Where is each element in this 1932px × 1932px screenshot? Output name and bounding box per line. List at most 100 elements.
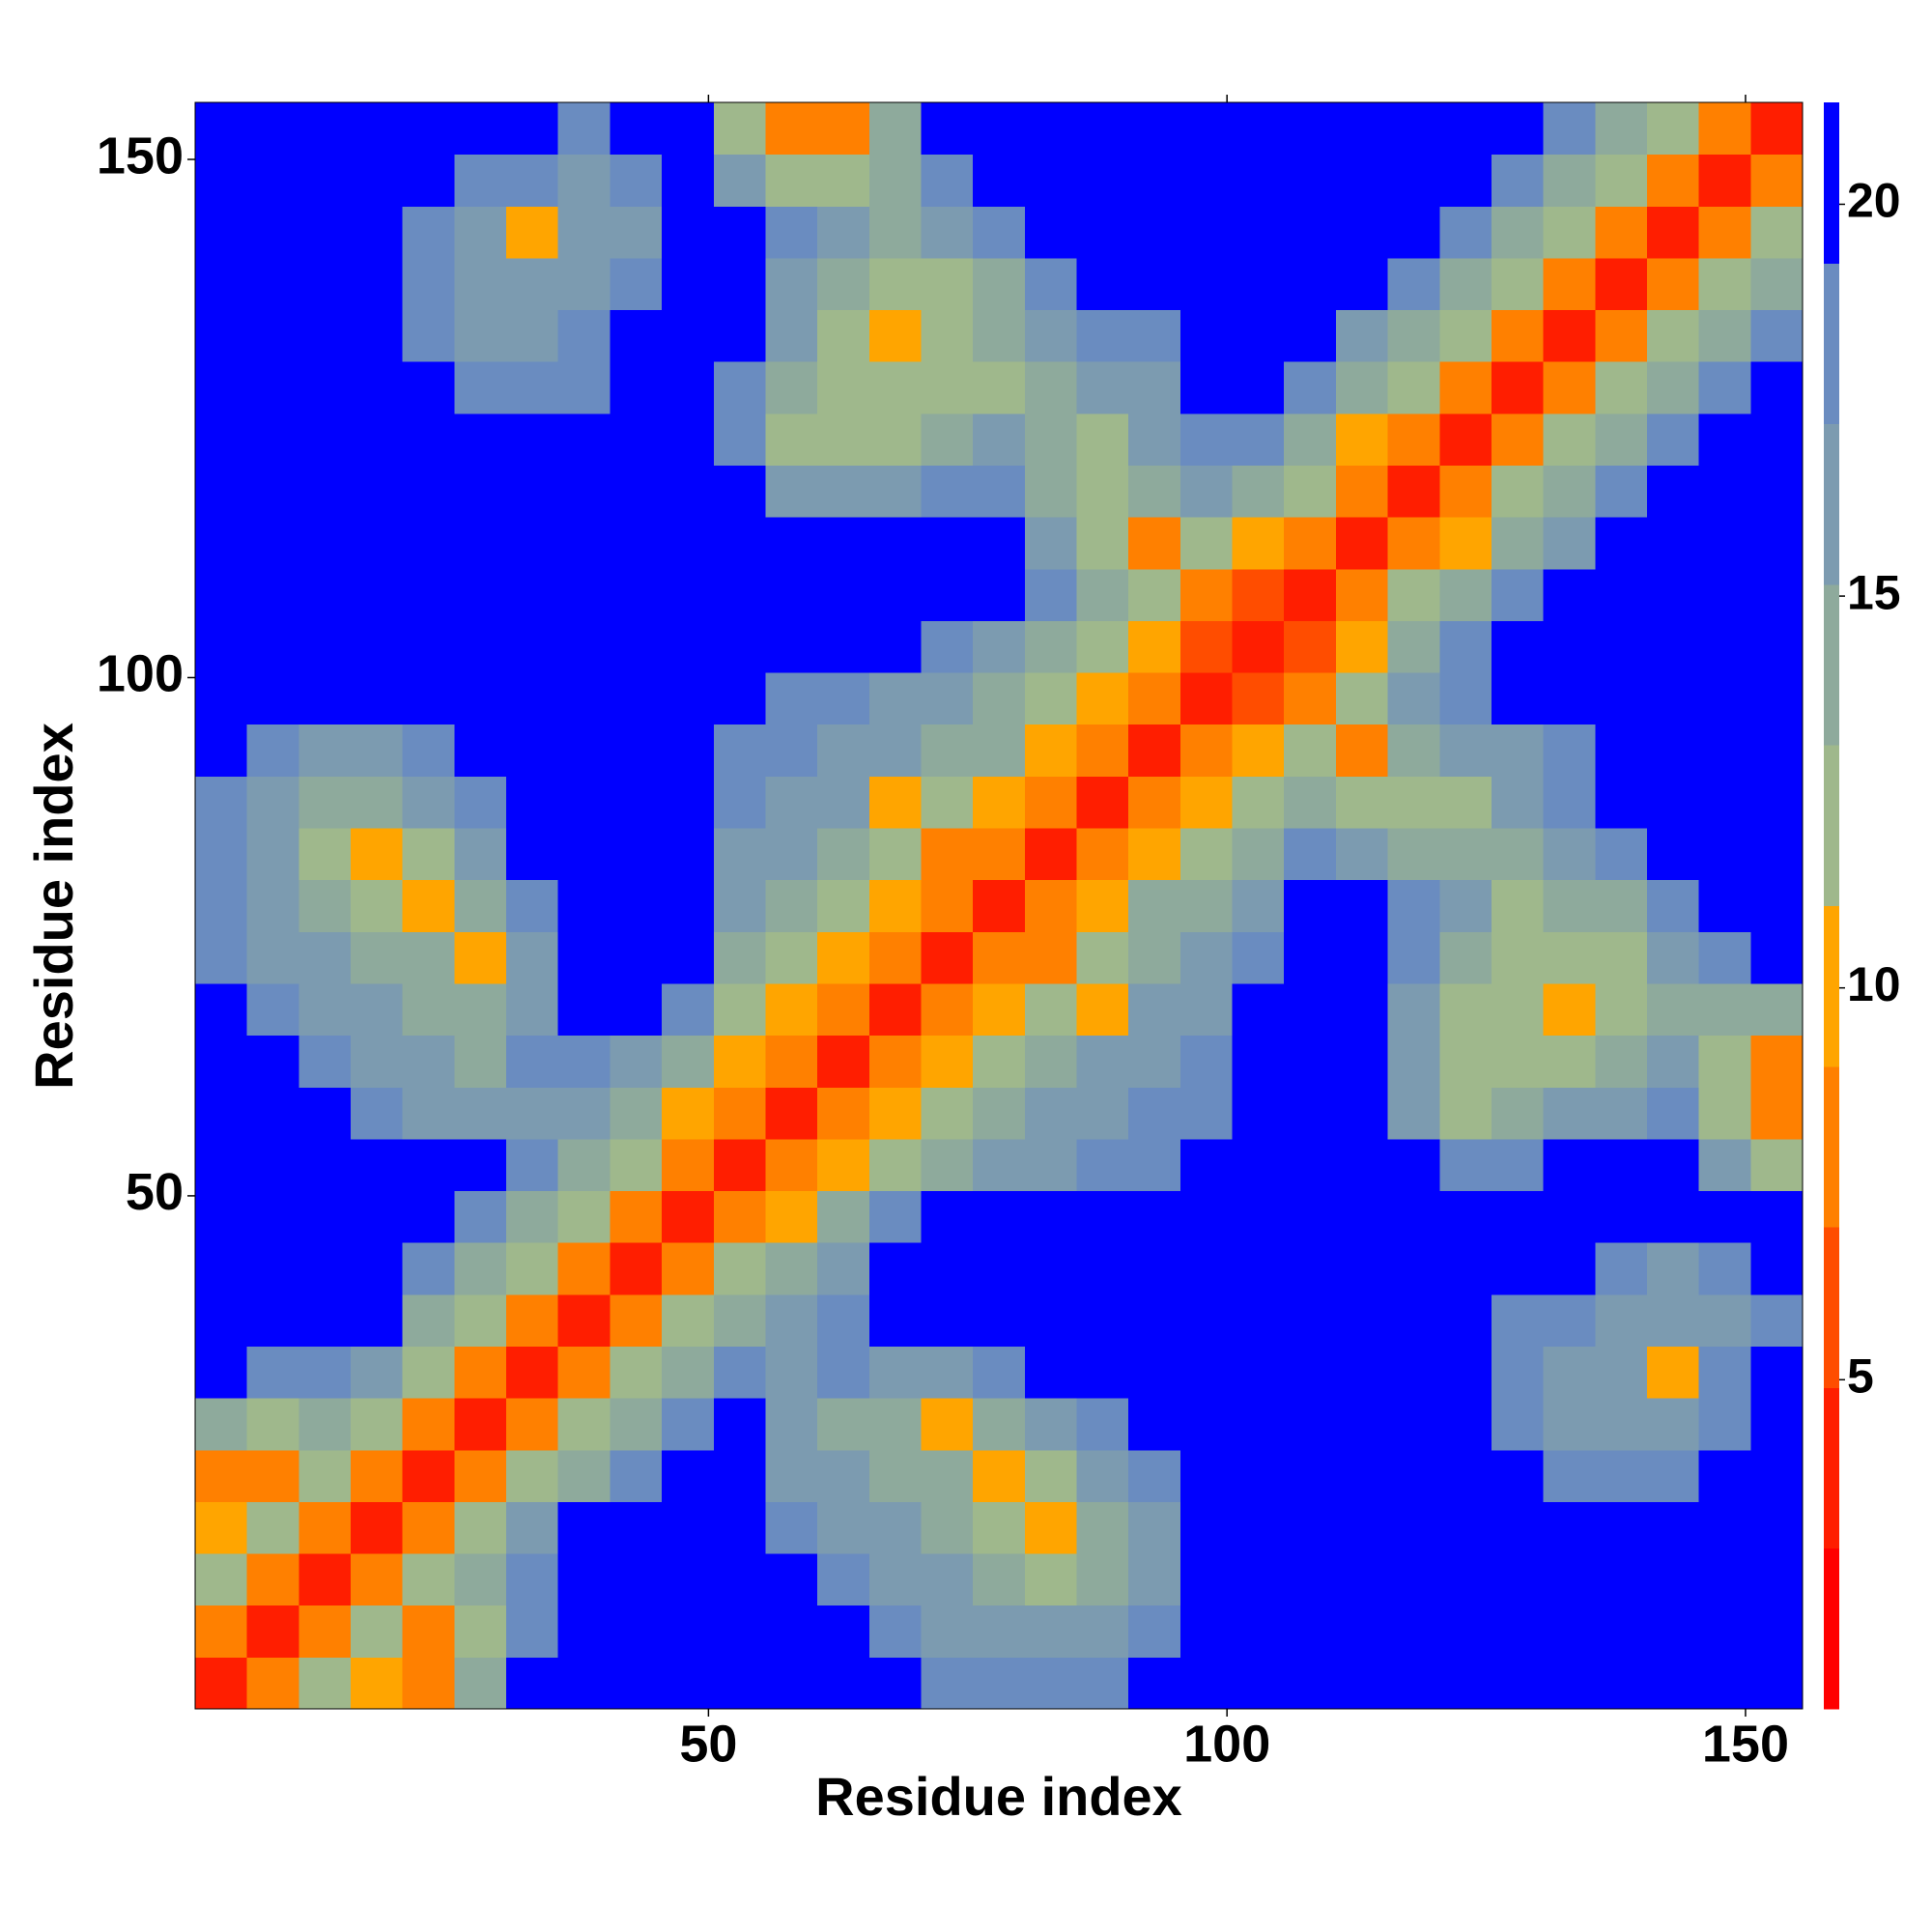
cell xyxy=(1284,102,1337,156)
cell xyxy=(1491,361,1545,414)
cell xyxy=(1024,1346,1078,1399)
cell xyxy=(1750,931,1804,984)
cell xyxy=(973,1138,1026,1192)
cell xyxy=(557,1501,611,1554)
colorbar-tick-label: 5 xyxy=(1847,1349,1874,1403)
cell xyxy=(1698,620,1751,673)
cell xyxy=(246,1242,299,1295)
cell xyxy=(662,931,715,984)
cell xyxy=(1232,309,1285,362)
cell xyxy=(1698,776,1751,829)
cell xyxy=(1543,1605,1596,1658)
cell xyxy=(1179,672,1234,725)
cell xyxy=(662,102,715,156)
cell xyxy=(1284,1449,1337,1502)
cell xyxy=(402,1293,455,1347)
cell xyxy=(1750,102,1804,156)
cell xyxy=(1698,206,1751,259)
cell xyxy=(195,1553,248,1606)
cell xyxy=(1024,1657,1078,1710)
cell xyxy=(1439,620,1492,673)
cell xyxy=(1179,1138,1234,1192)
cell xyxy=(298,1398,352,1451)
cell xyxy=(1646,1605,1700,1658)
cell xyxy=(1491,672,1545,725)
cell xyxy=(506,1242,559,1295)
cell xyxy=(195,1138,248,1192)
cell xyxy=(1076,1138,1129,1192)
cell xyxy=(1491,1346,1545,1399)
cell xyxy=(713,1138,766,1192)
cell xyxy=(402,724,455,777)
cell xyxy=(195,1449,248,1502)
cell xyxy=(1284,776,1337,829)
cell xyxy=(921,1035,974,1088)
cell xyxy=(246,206,299,259)
cell xyxy=(1284,1190,1337,1243)
cell xyxy=(298,828,352,881)
cell xyxy=(557,672,611,725)
cell xyxy=(195,1293,248,1347)
cell xyxy=(1698,982,1751,1037)
cell xyxy=(402,1657,455,1710)
cell xyxy=(765,1501,818,1554)
cell xyxy=(1335,517,1389,570)
cell xyxy=(868,828,922,881)
cell xyxy=(1179,1346,1234,1399)
cell xyxy=(610,828,663,881)
cell xyxy=(610,361,663,414)
cell xyxy=(1335,257,1389,311)
cell xyxy=(610,1346,663,1399)
cell xyxy=(351,1398,404,1451)
y-axis-title: Residue index xyxy=(23,723,84,1090)
cell xyxy=(1335,568,1389,621)
cell xyxy=(557,412,611,467)
cell xyxy=(1439,931,1492,984)
cell xyxy=(1543,1190,1596,1243)
cell xyxy=(351,879,404,932)
cell xyxy=(1284,1657,1337,1710)
cell xyxy=(506,1449,559,1502)
cell xyxy=(765,982,818,1037)
cell xyxy=(1595,724,1648,777)
cell xyxy=(921,931,974,984)
cell xyxy=(1543,1087,1596,1140)
cell xyxy=(1595,309,1648,362)
cell xyxy=(1128,1346,1181,1399)
cell xyxy=(868,309,922,362)
cell xyxy=(1439,154,1492,207)
cell xyxy=(610,1190,663,1243)
cell xyxy=(1439,724,1492,777)
cell xyxy=(454,412,507,467)
cell xyxy=(1595,1605,1648,1658)
cell xyxy=(662,724,715,777)
cell xyxy=(1750,776,1804,829)
cell xyxy=(246,1605,299,1658)
cell xyxy=(402,1138,455,1192)
cell xyxy=(298,1293,352,1347)
cell xyxy=(1024,982,1078,1037)
cell xyxy=(402,1553,455,1606)
cell xyxy=(973,412,1026,467)
cell xyxy=(1387,724,1440,777)
cell xyxy=(1646,1293,1700,1347)
cell xyxy=(610,1293,663,1347)
cell xyxy=(402,620,455,673)
cell xyxy=(402,828,455,881)
cell xyxy=(351,1553,404,1606)
cell xyxy=(1698,828,1751,881)
cell xyxy=(1595,1449,1648,1502)
cell xyxy=(557,879,611,932)
cell xyxy=(1024,1242,1078,1295)
cell xyxy=(1128,1553,1181,1606)
cell xyxy=(1387,620,1440,673)
cell xyxy=(1284,1138,1337,1192)
cell xyxy=(1335,1087,1389,1140)
cell xyxy=(713,1293,766,1347)
cell xyxy=(817,1605,870,1658)
cell xyxy=(1439,1398,1492,1451)
cell xyxy=(1179,1190,1234,1243)
cell xyxy=(1284,257,1337,311)
cell xyxy=(868,102,922,156)
cell xyxy=(1646,361,1700,414)
